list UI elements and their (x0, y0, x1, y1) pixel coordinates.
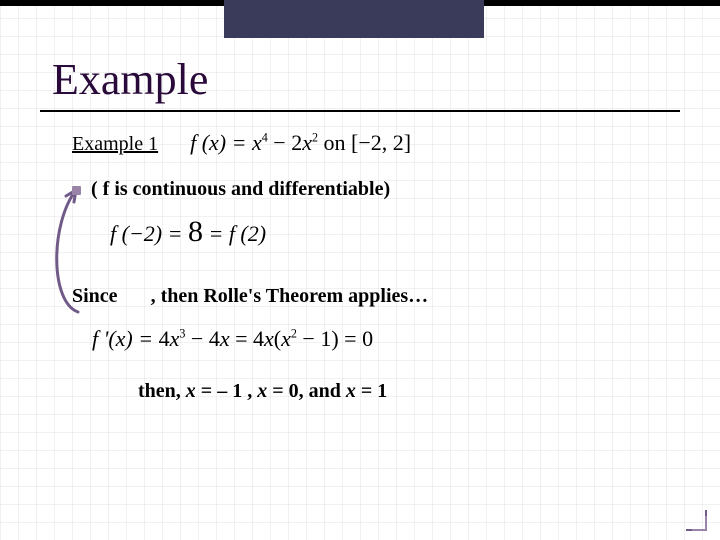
solutions-row: then, x = – 1 , x = 0, and x = 1 (138, 380, 680, 403)
formula-mid: − 2 (268, 130, 302, 155)
fprime-x2: x (220, 326, 230, 351)
then-label: then, (138, 380, 186, 402)
rolle-text: , then Rolle's Theorem applies… (151, 285, 429, 307)
slide-title: Example (52, 54, 208, 105)
continuity-line: ( f is continuous and differentiable) (72, 178, 680, 201)
content-area: Example 1 f (x) = x4 − 2x2 on [−2, 2] ( … (72, 128, 680, 403)
fprime-row: f '(x) = 4x3 − 4x = 4x(x2 − 1) = 0 (92, 326, 680, 352)
sol-x2: x (257, 380, 267, 402)
fprime-eq: = 4 (230, 326, 264, 351)
continuity-text: ( f is continuous and differentiable) (91, 178, 390, 200)
value-eight: 8 (188, 215, 203, 248)
sol-eq1: = – 1 , (196, 380, 257, 402)
example-heading-row: Example 1 f (x) = x4 − 2x2 on [−2, 2] (72, 130, 680, 156)
title-underline (40, 110, 680, 112)
since-label: Since (72, 285, 118, 307)
sol-eq3: = 1 (356, 380, 387, 402)
top-decor-block (224, 0, 484, 38)
fprime-po: ( (274, 326, 281, 351)
fneg2-label: f (−2) = (110, 221, 188, 246)
formula-x1: x (252, 130, 262, 155)
fprime-t1a: 4 (159, 326, 170, 351)
bullet-icon (72, 186, 81, 195)
main-formula: f (x) = x4 − 2x2 on [−2, 2] (190, 130, 411, 155)
fprime-rest: − 1) = 0 (297, 326, 373, 351)
example-number-label: Example 1 (72, 133, 158, 155)
sol-x3: x (346, 380, 356, 402)
fprime-x4: x (281, 326, 291, 351)
since-row: Since , then Rolle's Theorem applies… (72, 285, 680, 308)
formula-on: on (318, 130, 351, 155)
endpoint-values-row: f (−2) = 8 = f (2) (110, 215, 680, 249)
slide: Example Example 1 f (x) = x4 − 2x2 on [−… (0, 0, 720, 540)
formula-x2: x (302, 130, 312, 155)
formula-lead: f (x) = (190, 130, 252, 155)
formula-interval: [−2, 2] (351, 130, 411, 155)
fprime-x1: x (170, 326, 180, 351)
sol-eq2: = 0, and (267, 380, 346, 402)
f2-label: = f (2) (203, 221, 266, 246)
fprime-x3: x (264, 326, 274, 351)
fprime-lead: f '(x) = (92, 326, 159, 351)
corner-accent-icon (682, 506, 710, 534)
sol-x1: x (186, 380, 196, 402)
fprime-t2: − 4 (185, 326, 219, 351)
